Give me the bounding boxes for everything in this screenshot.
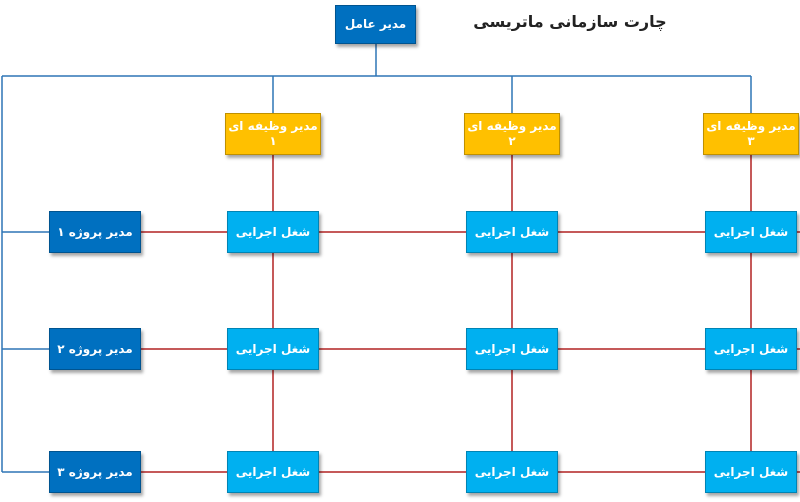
func-label: مدیر وظیفه ای <box>467 119 557 133</box>
func-label: مدیر وظیفه ای <box>706 119 796 133</box>
red-connectors <box>141 155 800 473</box>
func-number: ۲ <box>508 134 516 148</box>
work-box-r3c3: شغل اجرایی <box>705 451 797 493</box>
ceo-box: مدیر عامل <box>335 5 416 44</box>
func-number: ۱ <box>269 134 277 148</box>
work-box-r1c2: شغل اجرایی <box>466 211 558 253</box>
functional-manager-2: مدیر وظیفه ای ۲ <box>464 113 560 155</box>
functional-manager-1: مدیر وظیفه ای ۱ <box>225 113 321 155</box>
work-box-r3c2: شغل اجرایی <box>466 451 558 493</box>
project-manager-3: مدیر پروژه ۳ <box>49 451 141 493</box>
work-box-r2c3: شغل اجرایی <box>705 328 797 370</box>
project-manager-1: مدیر پروژه ۱ <box>49 211 141 253</box>
func-number: ۳ <box>747 134 755 148</box>
func-label: مدیر وظیفه ای <box>228 119 318 133</box>
work-box-r2c1: شغل اجرایی <box>227 328 319 370</box>
work-box-r2c2: شغل اجرایی <box>466 328 558 370</box>
work-box-r1c1: شغل اجرایی <box>227 211 319 253</box>
blue-connectors <box>1 44 752 473</box>
work-box-r3c1: شغل اجرایی <box>227 451 319 493</box>
project-manager-2: مدیر پروژه ۲ <box>49 328 141 370</box>
functional-manager-3: مدیر وظیفه ای ۳ <box>703 113 799 155</box>
chart-title: چارت سازمانی ماتریسی <box>473 12 667 31</box>
work-box-r1c3: شغل اجرایی <box>705 211 797 253</box>
